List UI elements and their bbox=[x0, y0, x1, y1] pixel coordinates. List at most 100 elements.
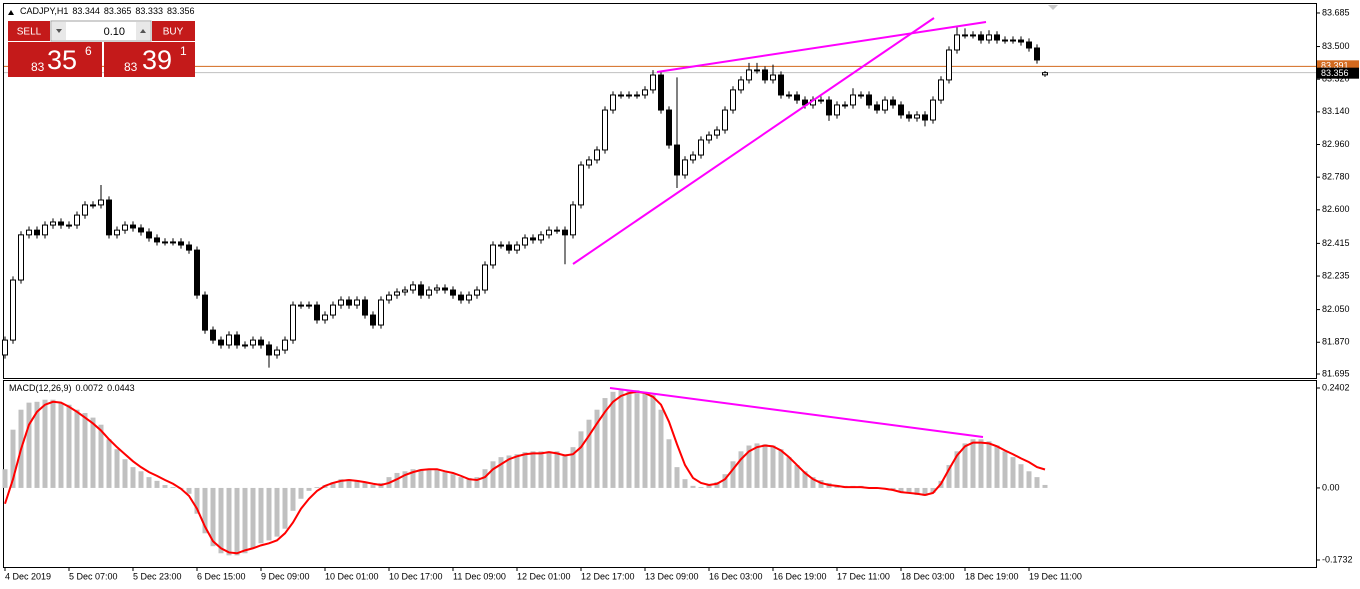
macd-bar bbox=[658, 409, 664, 488]
candle-body bbox=[682, 159, 688, 176]
y-tick-label: 81.870 bbox=[1322, 337, 1350, 347]
macd-bar bbox=[442, 472, 448, 488]
candle-body bbox=[690, 154, 696, 161]
macd-bar bbox=[162, 485, 168, 488]
candle-body bbox=[834, 104, 840, 116]
macd-bar bbox=[298, 487, 304, 499]
macd-bar bbox=[698, 487, 704, 488]
macd-bar bbox=[490, 461, 496, 488]
candle-body bbox=[410, 284, 416, 291]
candle-body bbox=[386, 294, 392, 301]
candle-body bbox=[322, 314, 328, 321]
candle-body bbox=[338, 299, 344, 306]
candle-body bbox=[874, 104, 880, 111]
y-tick-label: 81.695 bbox=[1322, 368, 1350, 378]
macd-bar bbox=[978, 439, 984, 488]
trendline[interactable] bbox=[609, 387, 984, 438]
candle-body bbox=[826, 99, 832, 116]
macd-bar bbox=[682, 479, 688, 488]
y-tick-label: 82.780 bbox=[1322, 172, 1350, 182]
candle-body bbox=[650, 74, 656, 91]
sell-price-box[interactable] bbox=[8, 42, 102, 77]
macd-bar bbox=[818, 480, 824, 488]
candle-body bbox=[770, 74, 776, 81]
candle-body bbox=[738, 79, 744, 91]
macd-bar bbox=[522, 452, 528, 488]
macd-bar bbox=[434, 470, 440, 488]
candle-body bbox=[850, 94, 856, 106]
macd-bar bbox=[578, 431, 584, 488]
macd-bar bbox=[274, 487, 280, 537]
macd-bar bbox=[154, 480, 160, 488]
candle-body bbox=[858, 94, 864, 97]
candle-body bbox=[114, 229, 120, 236]
candle-body bbox=[602, 109, 608, 151]
macd-bar bbox=[746, 445, 752, 488]
lot-field[interactable] bbox=[50, 20, 152, 42]
sell-button[interactable] bbox=[8, 21, 50, 41]
macd-bar bbox=[346, 479, 352, 488]
candle-body bbox=[426, 289, 432, 296]
x-tick-label: 19 Dec 11:00 bbox=[1029, 571, 1082, 581]
price-pip: 6 bbox=[85, 44, 92, 58]
candle-body bbox=[466, 294, 472, 301]
macd-bar bbox=[730, 461, 736, 488]
macd-bar bbox=[282, 487, 288, 529]
trendline[interactable] bbox=[572, 17, 935, 265]
x-tick-label: 18 Dec 19:00 bbox=[965, 571, 1019, 581]
macd-bar bbox=[258, 487, 264, 544]
candle-body bbox=[186, 244, 192, 251]
macd-bar bbox=[946, 465, 952, 488]
x-tick-label: 5 Dec 07:00 bbox=[69, 571, 118, 581]
y-tick-label: -0.1732 bbox=[1322, 554, 1353, 564]
candle-body bbox=[978, 34, 984, 41]
macd-bar bbox=[194, 487, 200, 514]
y-tick-label: 0.00 bbox=[1322, 482, 1340, 492]
candle-body bbox=[26, 229, 32, 236]
candle-body bbox=[210, 329, 216, 341]
candle-body bbox=[442, 287, 448, 291]
buy-button[interactable] bbox=[152, 21, 195, 41]
macd-bar bbox=[602, 398, 608, 488]
candle-body bbox=[666, 109, 672, 146]
trendline[interactable] bbox=[656, 21, 987, 73]
macd-bar bbox=[914, 487, 920, 496]
candle-body bbox=[58, 221, 64, 226]
macd-bar bbox=[474, 477, 480, 488]
x-tick-label: 11 Dec 09:00 bbox=[453, 571, 506, 581]
macd-bar bbox=[626, 390, 632, 488]
candle-body bbox=[10, 279, 16, 341]
candle-body bbox=[306, 304, 312, 307]
candle-body bbox=[474, 289, 480, 296]
candle-body bbox=[1034, 47, 1040, 61]
y-tick-label: 82.050 bbox=[1322, 304, 1350, 314]
candle-body bbox=[250, 339, 256, 346]
candle-body bbox=[562, 229, 568, 236]
macd-bar bbox=[786, 457, 792, 488]
macd-bar bbox=[714, 482, 720, 488]
candle-body bbox=[554, 229, 560, 232]
candle-body bbox=[290, 304, 296, 341]
candle-body bbox=[226, 334, 232, 346]
macd-bar bbox=[10, 429, 16, 488]
buy-price-box[interactable] bbox=[104, 42, 195, 77]
candle-body bbox=[530, 237, 536, 241]
candle-body bbox=[626, 94, 632, 97]
candle-body bbox=[298, 304, 304, 307]
sell-label: SELL bbox=[17, 27, 42, 38]
candle-body bbox=[18, 234, 24, 281]
candle-body bbox=[242, 344, 248, 347]
candle-body bbox=[842, 104, 848, 107]
candle-body bbox=[634, 94, 640, 97]
candle-body bbox=[50, 221, 56, 226]
macd-bar bbox=[690, 485, 696, 488]
candle-body bbox=[434, 287, 440, 291]
chart-shift-marker[interactable] bbox=[1048, 5, 1058, 10]
candle-body bbox=[898, 104, 904, 116]
candle-body bbox=[314, 304, 320, 321]
candle-body bbox=[946, 49, 952, 81]
lot-value[interactable]: 0.10 bbox=[104, 26, 125, 38]
collapse-icon[interactable] bbox=[8, 10, 14, 15]
macd-bar bbox=[146, 477, 152, 488]
price-pip: 1 bbox=[180, 44, 187, 58]
